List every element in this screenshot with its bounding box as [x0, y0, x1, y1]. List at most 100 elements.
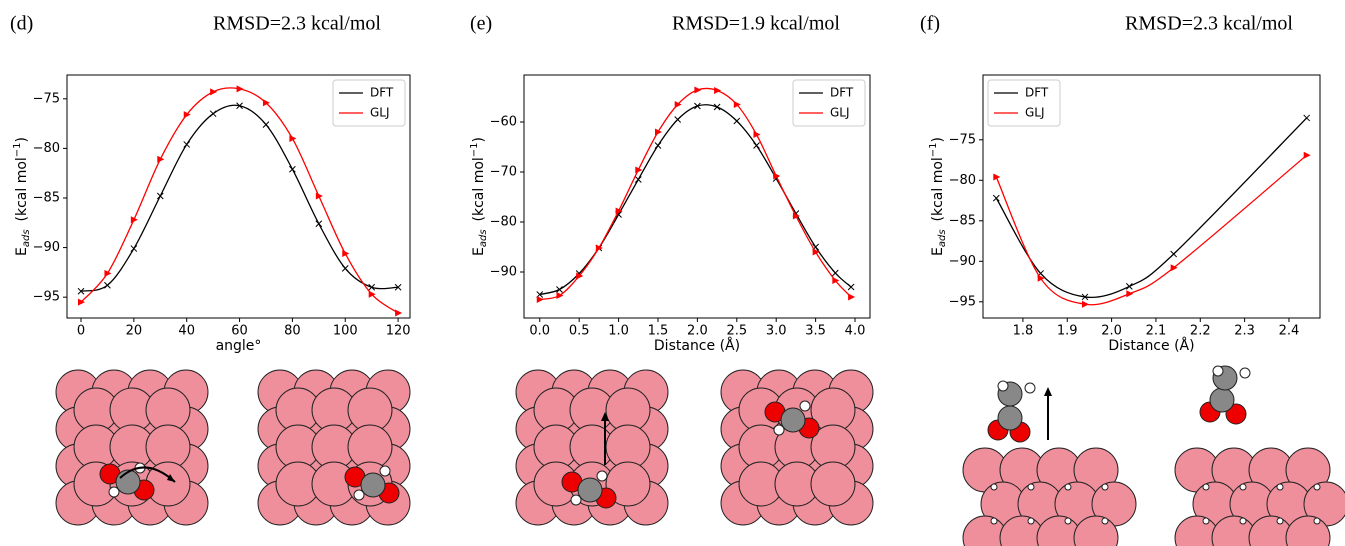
x-tick-label: 60 [231, 324, 248, 339]
atom [1239, 367, 1251, 379]
y-tick-label: −95 [33, 290, 60, 305]
marker [395, 309, 403, 317]
atom [1024, 382, 1036, 394]
y-tick-label: −75 [949, 132, 976, 147]
x-tick-label: 120 [386, 324, 411, 339]
atom [810, 461, 856, 507]
arrow-head [601, 412, 609, 421]
y-label-sub: ads [21, 229, 32, 247]
marker [1081, 293, 1089, 301]
marker [536, 296, 544, 303]
marker [556, 286, 563, 293]
atom [997, 405, 1023, 431]
marker [694, 86, 702, 94]
x-tick-label: 2.0 [1101, 324, 1122, 339]
marker [753, 142, 760, 149]
marker [992, 194, 1000, 202]
y-tick-label: −85 [949, 213, 976, 228]
marker [832, 277, 840, 284]
atom [1239, 517, 1247, 525]
arrow-head [1044, 387, 1052, 396]
atom [990, 483, 998, 491]
marker [236, 85, 244, 93]
atom [1225, 403, 1247, 425]
arrow-head [167, 474, 175, 482]
marker [847, 283, 855, 291]
marker [733, 117, 741, 125]
marker [156, 192, 164, 200]
x-tick-label: 0 [77, 324, 85, 339]
marker [654, 128, 662, 136]
marker [714, 87, 722, 94]
x-tick-label: 1.9 [1057, 324, 1078, 339]
y-label-unit: (kcal mol [930, 157, 946, 221]
legend-box [792, 79, 866, 127]
x-tick-label: 4.0 [845, 324, 866, 339]
atom [1313, 483, 1321, 491]
atom [1064, 483, 1072, 491]
marker [674, 101, 682, 108]
atom [1202, 483, 1210, 491]
panel-label: (d) [10, 13, 33, 35]
marker [262, 99, 270, 107]
y-tick-label: −90 [949, 254, 976, 269]
marker [368, 290, 376, 298]
marker [77, 287, 85, 295]
x-tick-label: 2.1 [1146, 324, 1167, 339]
marker [104, 269, 112, 277]
x-tick-label: 2.4 [1279, 324, 1300, 339]
marker [713, 103, 721, 111]
marker [1126, 290, 1134, 298]
atom [577, 477, 603, 503]
atom [799, 400, 811, 412]
x-axis-label: Distance (Å) [654, 337, 740, 354]
marker [368, 283, 376, 291]
line [995, 117, 1308, 299]
atom [1239, 483, 1247, 491]
marker [289, 134, 297, 142]
marker [1303, 151, 1311, 159]
marker [773, 172, 781, 180]
y-tick-label: −90 [33, 240, 60, 255]
atom [997, 380, 1009, 392]
marker [183, 111, 191, 119]
illustrations [55, 365, 1345, 546]
y-label-main: E [14, 247, 30, 256]
atom [360, 472, 386, 498]
y-label-main: E [930, 247, 946, 256]
x-tick-label: 2.0 [687, 324, 708, 339]
atom [1202, 517, 1210, 525]
y-axis-label: Eads (kcal mol−1) [12, 137, 32, 256]
x-tick-label: 2.5 [726, 324, 747, 339]
atom [1276, 483, 1284, 491]
atom [570, 494, 582, 506]
x-tick-label: 3.0 [766, 324, 787, 339]
marker [315, 220, 323, 228]
marker [1170, 250, 1178, 258]
x-tick-label: 40 [178, 324, 195, 339]
marker [394, 283, 402, 291]
plot-frame [982, 74, 1321, 319]
marker [183, 141, 191, 148]
marker [1037, 274, 1045, 282]
x-tick-label: 0.5 [569, 324, 590, 339]
y-tick-label: −80 [490, 215, 517, 230]
atom [1101, 483, 1109, 491]
y-tick-label: −90 [490, 265, 517, 280]
y-tick-label: −95 [949, 294, 976, 309]
marker [733, 101, 741, 108]
marker [674, 116, 682, 123]
x-tick-label: 2.3 [1234, 324, 1255, 339]
legend-label: GLJ [370, 106, 390, 120]
y-tick-label: −80 [949, 173, 976, 188]
panel-label: (e) [470, 13, 492, 35]
atom [379, 465, 391, 477]
y-label-end: ) [471, 137, 487, 142]
marker [694, 102, 701, 110]
marker [210, 88, 218, 96]
y-label-sup: −1 [12, 142, 23, 157]
marker [342, 250, 350, 258]
y-label-unit: (kcal mol [471, 157, 487, 221]
chart-title: RMSD=2.3 kcal/mol [213, 13, 381, 35]
legend-label: DFT [1025, 86, 1049, 100]
